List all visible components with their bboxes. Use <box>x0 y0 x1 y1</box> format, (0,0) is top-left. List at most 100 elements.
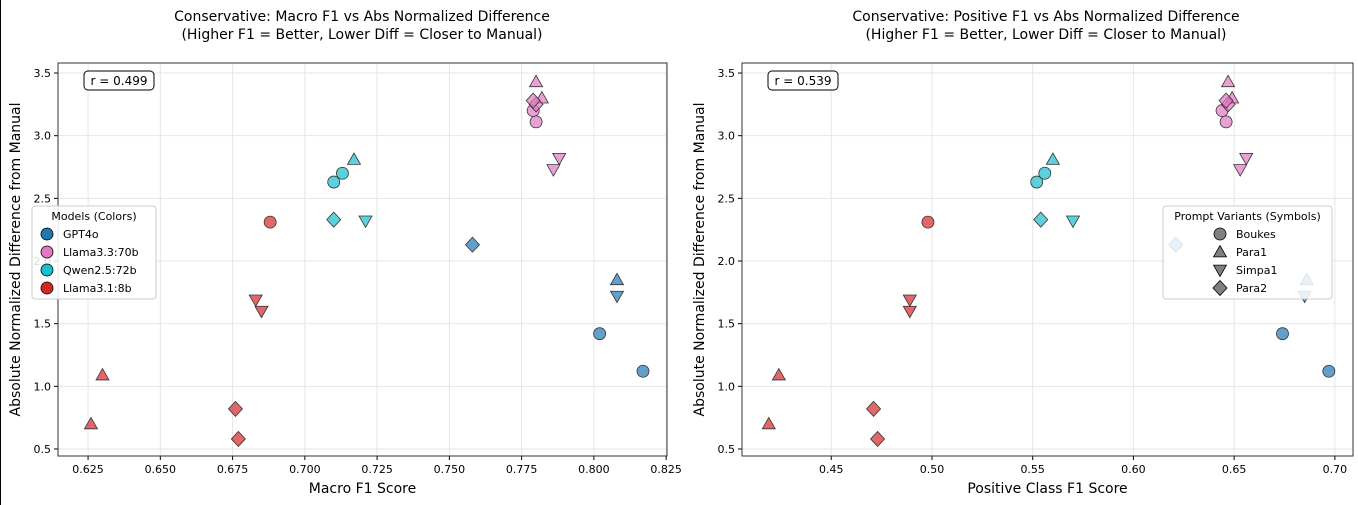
y-tick-label: 0.5 <box>718 443 736 456</box>
y-tick-label: 3.0 <box>718 130 736 143</box>
data-point-qwen2-5-72b <box>336 166 349 180</box>
data-point-llama3-1-8b <box>227 400 244 417</box>
y-tick-label: 3.5 <box>34 67 52 80</box>
data-point-llama3-1-8b <box>248 294 263 308</box>
data-point-qwen2-5-72b <box>346 152 362 165</box>
data-point-llama3-3-70b <box>1218 92 1234 109</box>
data-point-llama3-1-8b <box>83 416 99 430</box>
data-point-qwen2-5-72b <box>326 211 342 228</box>
y-tick-label: 1.0 <box>34 380 52 393</box>
legend: Models (Colors) GPT4o Llama3.3:70b Qwen2.5:… <box>31 205 157 300</box>
chart-panel-2: Conservative: Positive F1 vs Abs Normali… <box>692 9 1354 497</box>
legend-marker-icon <box>40 281 54 295</box>
x-tick-label: 0.55 <box>1020 463 1045 476</box>
legend-marker-icon <box>40 263 54 277</box>
y-tick-label: 2.0 <box>718 255 736 268</box>
data-point-gpt4o <box>636 364 650 378</box>
data-point-llama3-1-8b <box>263 215 277 229</box>
x-tick-label: 0.750 <box>434 463 466 476</box>
legend-marker-icon <box>40 227 54 241</box>
correlation-box <box>83 70 155 91</box>
x-tick-label: 0.625 <box>72 463 104 476</box>
y-tick-label: 1.0 <box>718 380 736 393</box>
x-tick-label: 0.650 <box>145 463 177 476</box>
legend-marker-icon <box>1212 279 1228 297</box>
data-point-llama3-1-8b <box>95 367 110 381</box>
data-point-llama3-1-8b <box>254 305 269 319</box>
data-point-qwen2-5-72b <box>1038 166 1052 180</box>
chart-title: Conservative: Positive F1 vs Abs Normali… <box>852 9 1239 25</box>
data-point-qwen2-5-72b <box>1033 211 1049 228</box>
y-axis-label: Absolute Normalized Difference from Manu… <box>8 102 24 416</box>
y-tick-label: 2.5 <box>718 192 736 205</box>
data-point-llama3-1-8b <box>870 430 886 448</box>
data-point-gpt4o <box>1276 327 1289 341</box>
y-tick-label: 1.5 <box>34 318 52 331</box>
data-point-llama3-3-70b <box>529 115 543 129</box>
legend-entry: Para1 <box>1236 246 1267 259</box>
correlation-label: r = 0.499 <box>91 74 148 88</box>
legend-entry: Boukes <box>1236 228 1276 241</box>
data-point-gpt4o <box>464 236 481 253</box>
data-point-llama3-3-70b <box>1219 115 1233 129</box>
y-axis-label: Absolute Normalized Difference from Manu… <box>692 102 708 416</box>
legend-entry: GPT4o <box>63 228 99 241</box>
data-point-llama3-1-8b <box>761 416 776 430</box>
x-tick-label: 0.60 <box>1121 463 1146 476</box>
legend-entry: Llama3.1:8b <box>63 282 132 295</box>
x-axis-label: Macro F1 Score <box>309 481 416 497</box>
plot-frame <box>741 62 1354 457</box>
legend: Prompt Variants (Symbols) Boukes Para1 Simp… <box>1162 205 1333 300</box>
data-point-llama3-3-70b <box>525 92 541 109</box>
data-point-gpt4o <box>593 327 607 341</box>
data-point-llama3-3-70b <box>1232 164 1248 177</box>
legend-entry: Para2 <box>1236 282 1267 295</box>
x-tick-label: 0.825 <box>650 463 682 476</box>
data-point-qwen2-5-72b <box>1065 215 1081 229</box>
data-point-llama3-3-70b <box>1220 74 1236 88</box>
data-point-qwen2-5-72b <box>1030 175 1044 189</box>
legend-entry: Llama3.3:70b <box>63 246 139 259</box>
y-tick-label: 0.5 <box>34 443 52 456</box>
data-point-qwen2-5-72b <box>358 215 373 229</box>
data-point-gpt4o <box>609 272 625 286</box>
legend-entry: Simpa1 <box>1236 264 1277 277</box>
correlation-box <box>767 70 839 91</box>
x-tick-label: 0.725 <box>361 463 393 476</box>
data-point-gpt4o <box>609 290 625 304</box>
chart-title: Conservative: Macro F1 vs Abs Normalized… <box>174 9 550 25</box>
data-point-gpt4o <box>1322 364 1336 378</box>
data-point-llama3-3-70b <box>552 152 567 166</box>
x-tick-label: 0.700 <box>289 463 321 476</box>
chart-subtitle: (Higher F1 = Better, Lower Diff = Closer… <box>865 27 1226 43</box>
legend-title: Models (Colors) <box>51 210 136 223</box>
y-tick-label: 2.5 <box>34 192 52 205</box>
y-tick-label: 3.0 <box>34 130 52 143</box>
x-tick-label: 0.800 <box>578 463 610 476</box>
data-point-qwen2-5-72b <box>1045 152 1061 165</box>
legend-marker-icon <box>40 245 54 259</box>
data-point-llama3-1-8b <box>230 430 246 448</box>
legend-box <box>31 205 157 300</box>
chart-panel-1: Conservative: Macro F1 vs Abs Normalized… <box>8 9 682 497</box>
legend-box <box>1162 205 1333 300</box>
data-point-llama3-1-8b <box>902 305 917 319</box>
y-tick-label: 1.5 <box>718 318 736 331</box>
x-axis-label: Positive Class F1 Score <box>967 481 1127 497</box>
x-tick-label: 0.675 <box>217 463 249 476</box>
data-point-llama3-1-8b <box>771 367 787 381</box>
x-tick-label: 0.775 <box>506 463 538 476</box>
chart-subtitle: (Higher F1 = Better, Lower Diff = Closer… <box>181 27 542 43</box>
x-tick-label: 0.50 <box>920 463 945 476</box>
correlation-label: r = 0.539 <box>775 74 832 88</box>
y-tick-label: 3.5 <box>718 67 736 80</box>
legend-entry: Qwen2.5:72b <box>63 264 137 277</box>
legend-marker-icon <box>1212 264 1228 278</box>
x-tick-label: 0.65 <box>1222 463 1247 476</box>
data-point-llama3-3-70b <box>528 74 544 88</box>
x-tick-label: 0.45 <box>819 463 844 476</box>
data-point-llama3-3-70b <box>546 164 561 177</box>
data-point-llama3-1-8b <box>866 400 882 417</box>
